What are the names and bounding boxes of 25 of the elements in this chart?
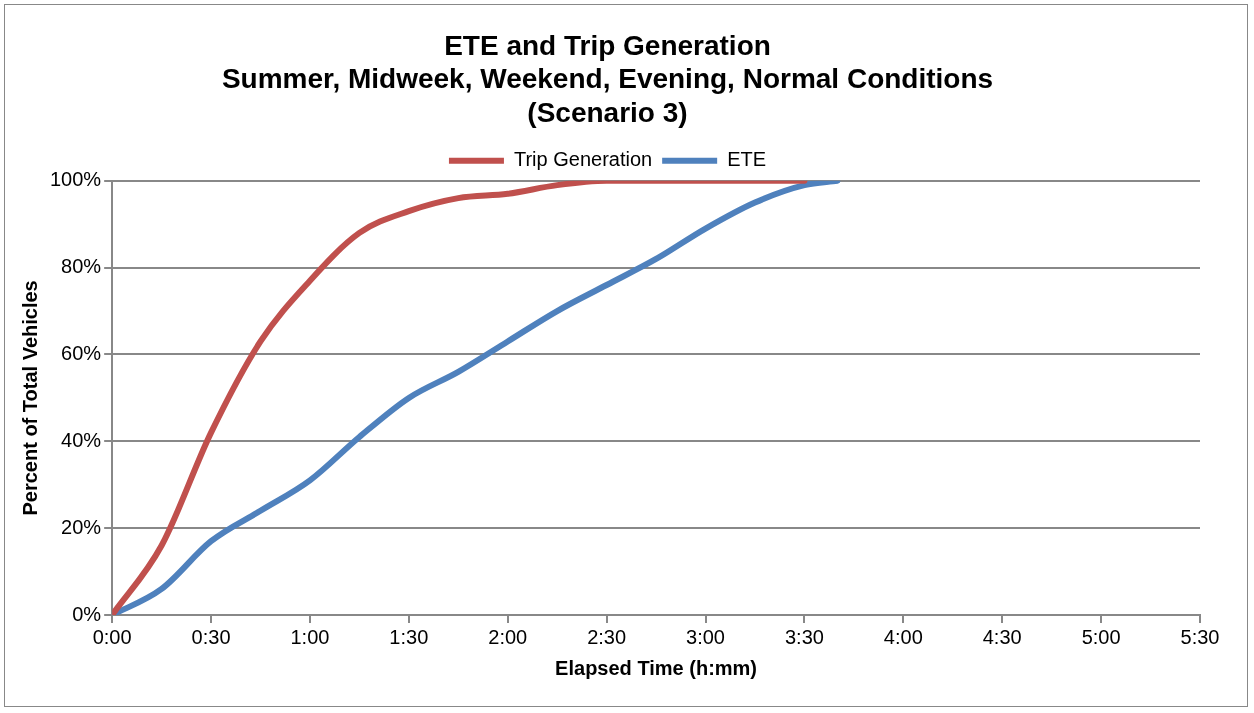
x-tick-label: 4:00 (883, 625, 923, 648)
x-tick-label: 2:30 (587, 625, 627, 648)
y-tick-label: 0% (72, 602, 102, 625)
x-tick-label: 3:00 (686, 625, 725, 648)
text: (Scenario 3) (527, 96, 688, 128)
x-axis-title: Elapsed Time (h:mm) (555, 656, 758, 679)
y-tick-label: 100% (50, 168, 102, 191)
x-tick-label: 1:00 (290, 625, 330, 648)
x-tick-label: 0:30 (191, 625, 231, 648)
x-tick-label: 5:00 (1081, 625, 1121, 648)
legend-label: ETE (727, 148, 767, 171)
y-tick-label: 20% (61, 515, 102, 538)
x-tick-label: 5:30 (1180, 625, 1220, 648)
y-tick-label: 80% (61, 255, 102, 278)
text: Summer, Midweek, Weekend, Evening, Normal Conditions (221, 63, 994, 95)
y-axis-title: Percent of Total Vehicles (18, 280, 41, 516)
x-tick-label: 3:30 (784, 625, 824, 648)
legend-label: Trip Generation (513, 148, 653, 171)
x-tick-label: 2:00 (488, 625, 528, 648)
y-tick-label: 40% (61, 428, 102, 451)
x-tick-label: 0:00 (92, 625, 132, 648)
y-tick-label: 60% (61, 342, 102, 364)
x-tick-label: 1:30 (389, 625, 429, 648)
text: ETE and Trip Generation (444, 29, 771, 61)
x-tick-label: 4:30 (982, 625, 1022, 648)
